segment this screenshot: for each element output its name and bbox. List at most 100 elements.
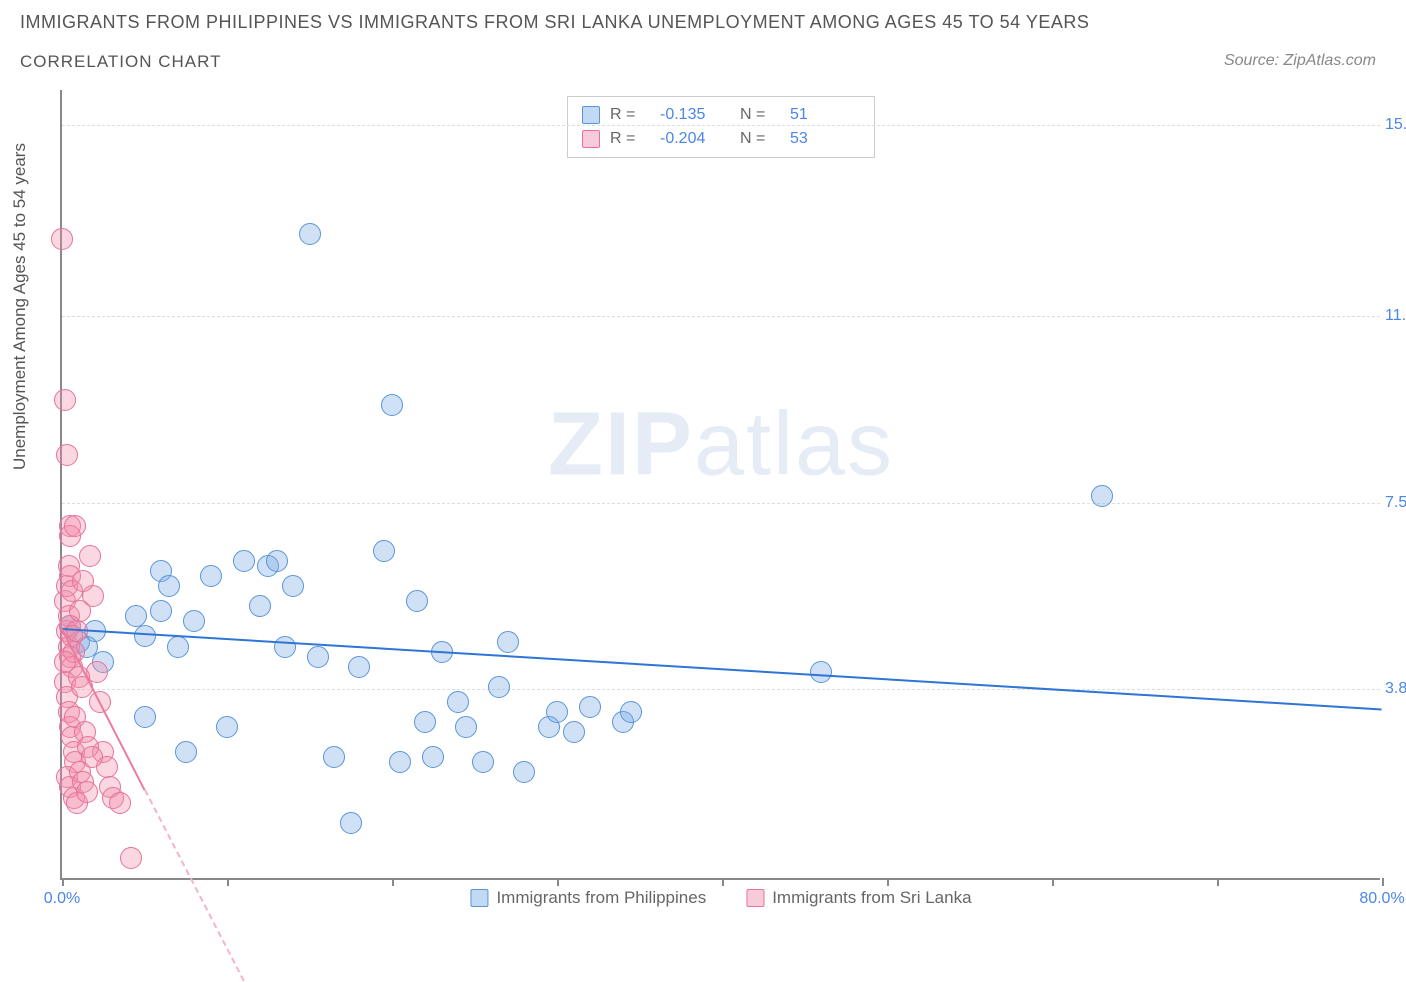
- data-point: [134, 706, 156, 728]
- data-point: [125, 605, 147, 627]
- swatch-blue-icon: [582, 106, 600, 124]
- x-tick: [722, 878, 724, 886]
- series-legend: Immigrants from Philippines Immigrants f…: [470, 888, 971, 908]
- data-point: [54, 389, 76, 411]
- gridline: [62, 503, 1380, 504]
- legend-row-philippines: R = -0.135 N = 51: [582, 103, 860, 127]
- data-point: [233, 550, 255, 572]
- r-value-philippines: -0.135: [660, 106, 730, 124]
- data-point: [810, 661, 832, 683]
- x-tick: [62, 878, 64, 886]
- data-point: [422, 746, 444, 768]
- data-point: [150, 600, 172, 622]
- y-tick-label: 7.5%: [1385, 494, 1406, 512]
- legend-item-srilanka: Immigrants from Sri Lanka: [746, 888, 971, 908]
- data-point: [120, 847, 142, 869]
- correlation-legend: R = -0.135 N = 51 R = -0.204 N = 53: [567, 96, 875, 158]
- data-point: [183, 610, 205, 632]
- data-point: [282, 575, 304, 597]
- data-point: [513, 761, 535, 783]
- n-value-philippines: 51: [790, 106, 860, 124]
- watermark-atlas: atlas: [694, 394, 894, 494]
- data-point: [249, 595, 271, 617]
- data-point: [274, 636, 296, 658]
- chart-subtitle: CORRELATION CHART: [20, 52, 222, 72]
- data-point: [455, 716, 477, 738]
- data-point: [348, 656, 370, 678]
- x-tick-label: 0.0%: [44, 890, 80, 908]
- data-point: [389, 751, 411, 773]
- x-tick: [1052, 878, 1054, 886]
- data-point: [216, 716, 238, 738]
- n-value-srilanka: 53: [790, 130, 860, 148]
- watermark: ZIPatlas: [548, 393, 894, 496]
- r-value-srilanka: -0.204: [660, 130, 730, 148]
- data-point: [307, 646, 329, 668]
- data-point: [620, 701, 642, 723]
- r-label: R =: [610, 106, 650, 124]
- swatch-pink-icon: [746, 889, 764, 907]
- x-tick: [392, 878, 394, 886]
- data-point: [175, 741, 197, 763]
- legend-row-srilanka: R = -0.204 N = 53: [582, 127, 860, 151]
- data-point: [71, 676, 93, 698]
- data-point: [66, 620, 88, 642]
- data-point: [406, 590, 428, 612]
- data-point: [76, 781, 98, 803]
- n-label: N =: [740, 130, 780, 148]
- y-tick-label: 3.8%: [1385, 680, 1406, 698]
- swatch-blue-icon: [470, 889, 488, 907]
- data-point: [488, 676, 510, 698]
- data-point: [579, 696, 601, 718]
- data-point: [472, 751, 494, 773]
- data-point: [340, 812, 362, 834]
- y-tick-label: 11.2%: [1385, 307, 1406, 325]
- watermark-zip: ZIP: [548, 394, 694, 494]
- data-point: [69, 600, 91, 622]
- data-point: [414, 711, 436, 733]
- data-point: [563, 721, 585, 743]
- data-point: [167, 636, 189, 658]
- x-tick: [1217, 878, 1219, 886]
- r-label: R =: [610, 130, 650, 148]
- trend-line-srilanka-extrapolate: [144, 790, 245, 982]
- data-point: [51, 228, 73, 250]
- trend-line-philippines: [62, 628, 1382, 711]
- gridline: [62, 316, 1380, 317]
- data-point: [266, 550, 288, 572]
- data-point: [1091, 485, 1113, 507]
- data-point: [72, 570, 94, 592]
- data-point: [447, 691, 469, 713]
- gridline: [62, 125, 1380, 126]
- chart-title: IMMIGRANTS FROM PHILIPPINES VS IMMIGRANT…: [20, 12, 1089, 33]
- x-tick: [227, 878, 229, 886]
- source-attribution: Source: ZipAtlas.com: [1224, 52, 1376, 70]
- data-point: [158, 575, 180, 597]
- legend-item-philippines: Immigrants from Philippines: [470, 888, 706, 908]
- x-tick: [557, 878, 559, 886]
- swatch-pink-icon: [582, 130, 600, 148]
- data-point: [200, 565, 222, 587]
- y-tick-label: 15.0%: [1385, 116, 1406, 134]
- data-point: [373, 540, 395, 562]
- data-point: [323, 746, 345, 768]
- data-point: [134, 625, 156, 647]
- data-point: [546, 701, 568, 723]
- data-point: [497, 631, 519, 653]
- data-point: [81, 746, 103, 768]
- data-point: [64, 515, 86, 537]
- data-point: [381, 394, 403, 416]
- legend-label-srilanka: Immigrants from Sri Lanka: [772, 888, 971, 908]
- data-point: [79, 545, 101, 567]
- n-label: N =: [740, 106, 780, 124]
- y-axis-label: Unemployment Among Ages 45 to 54 years: [10, 143, 30, 470]
- x-tick-label: 80.0%: [1359, 890, 1404, 908]
- data-point: [109, 792, 131, 814]
- data-point: [299, 223, 321, 245]
- gridline: [62, 689, 1380, 690]
- chart-plot-area: ZIPatlas R = -0.135 N = 51 R = -0.204 N …: [60, 90, 1380, 880]
- x-tick: [1382, 878, 1384, 886]
- x-tick: [887, 878, 889, 886]
- data-point: [56, 444, 78, 466]
- legend-label-philippines: Immigrants from Philippines: [496, 888, 706, 908]
